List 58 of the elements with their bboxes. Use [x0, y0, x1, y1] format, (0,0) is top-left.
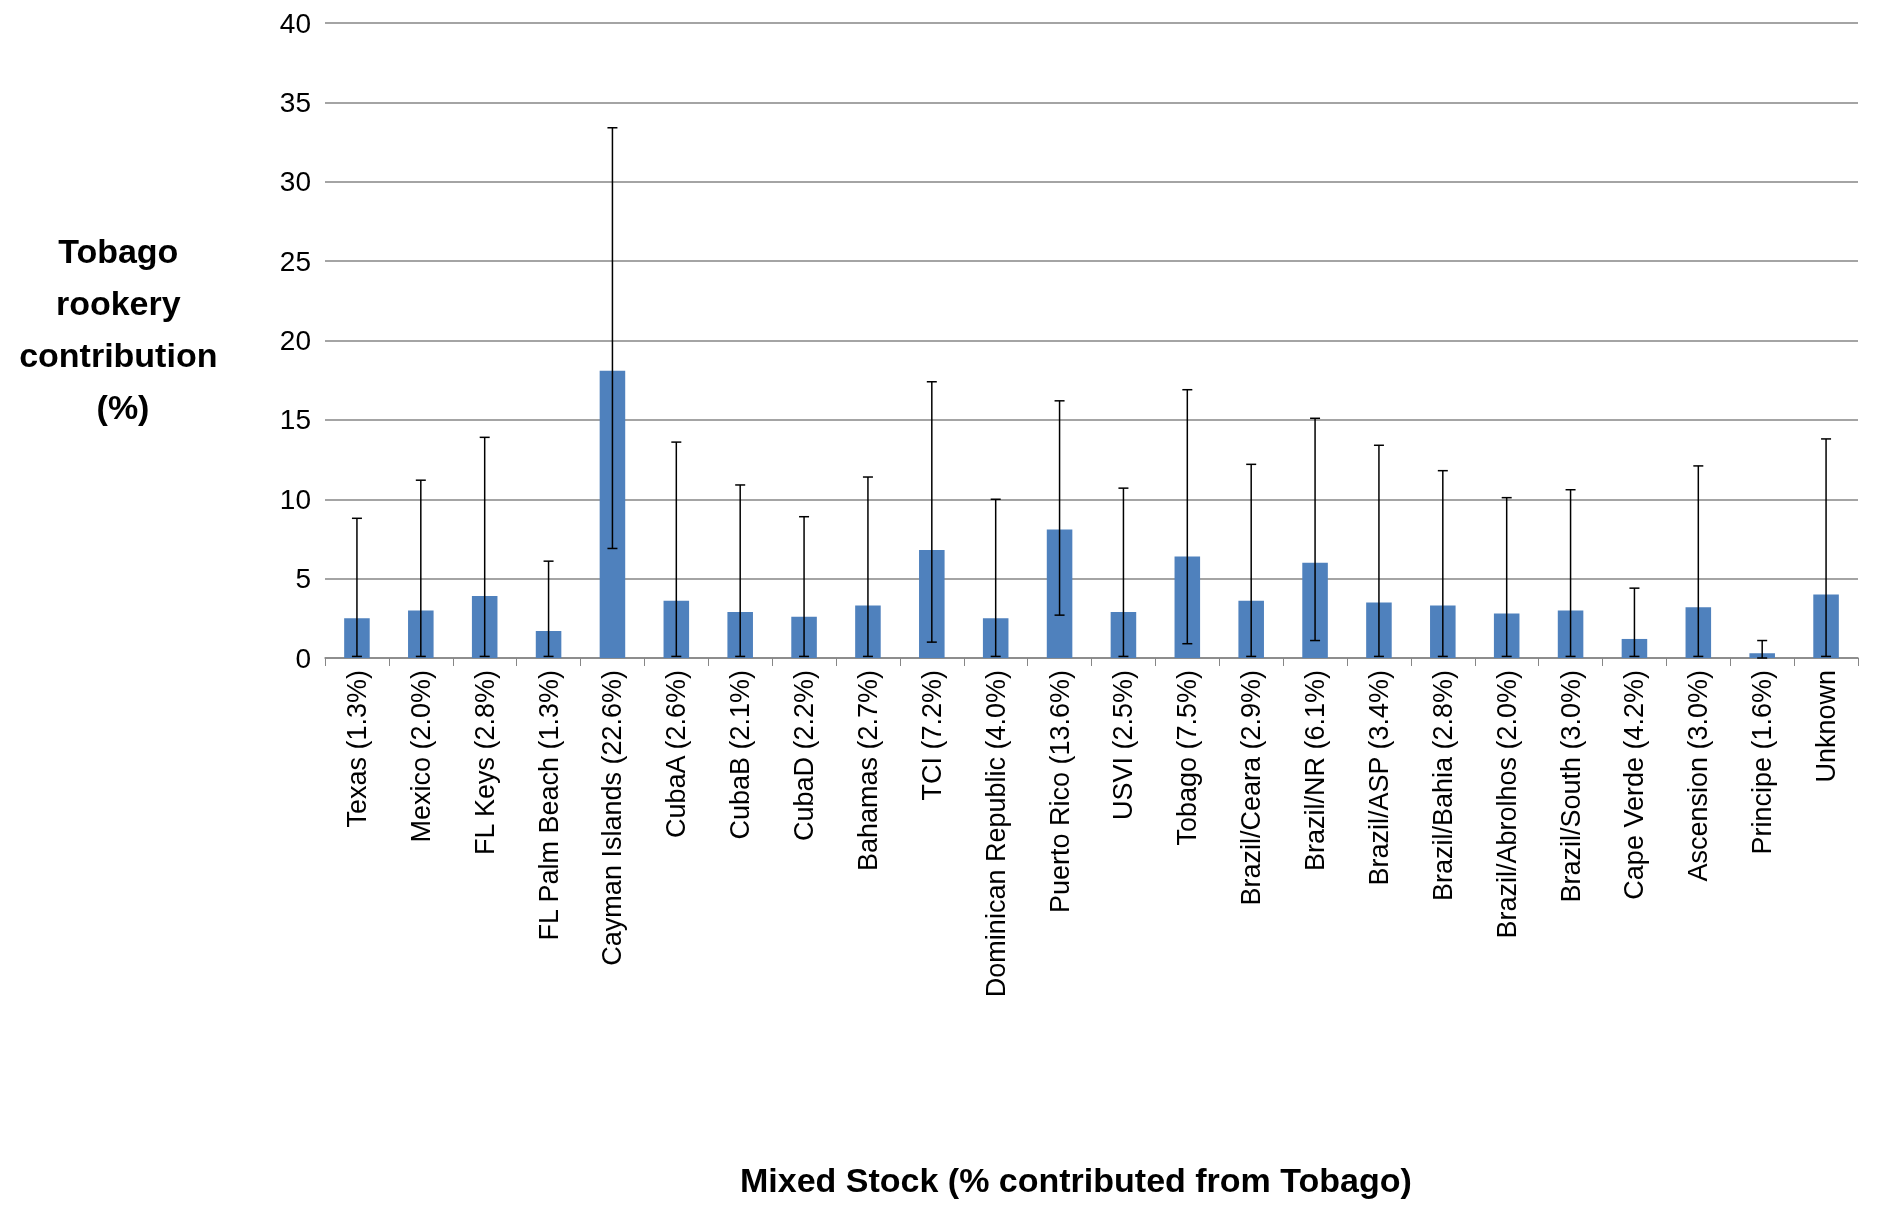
y-tick-label: 35 — [279, 86, 311, 118]
bar — [1493, 613, 1520, 658]
bar — [1174, 556, 1201, 658]
x-tick-label: Brazil/ASP (3.4%) — [1363, 670, 1394, 886]
bar — [919, 550, 945, 658]
x-tick-label: Puerto Rico (13.6%) — [1044, 670, 1075, 914]
y-tick-label: 5 — [295, 563, 311, 595]
bar — [1557, 610, 1584, 658]
bar — [535, 631, 562, 658]
bar — [1238, 600, 1264, 658]
x-tick-label: Ascension (3.0%) — [1683, 670, 1714, 882]
x-tick-label: USVI (2.5%) — [1108, 670, 1139, 821]
bar — [1366, 602, 1392, 658]
x-tick-label: FL Palm Beach (1.3%) — [533, 670, 564, 941]
y-axis-title: Tobago rookery contribution (%) — [19, 232, 227, 426]
bar — [1430, 605, 1456, 658]
bar — [471, 596, 498, 658]
y-tick-label: 40 — [279, 7, 311, 39]
x-tick-label: Principe (1.6%) — [1747, 670, 1778, 855]
x-tick-label: Brazil/NR (6.1%) — [1300, 670, 1331, 872]
x-tick-label: CubaA (2.6%) — [661, 670, 692, 839]
y-tick-label: 0 — [295, 642, 311, 674]
x-tick-label: CubaB (2.1%) — [725, 670, 756, 840]
x-tick-label: CubaD (2.2%) — [789, 670, 820, 842]
bar — [1621, 638, 1648, 658]
x-tick-label: Brazil/Abrolhos (2.0%) — [1491, 670, 1522, 939]
x-tick-label: Cape Verde (4.2%) — [1619, 670, 1650, 900]
bar — [1685, 607, 1712, 658]
x-tick-label: FL Keys (2.8%) — [469, 670, 500, 856]
x-tick-label: Texas (1.3%) — [341, 670, 372, 828]
x-tick-label: Brazil/Bahia (2.8%) — [1427, 670, 1458, 902]
bar — [1813, 594, 1839, 658]
x-tick-label: Cayman Islands (22.6%) — [597, 670, 628, 966]
bar — [855, 605, 881, 658]
x-tick-label: Brazil/Ceara (2.9%) — [1236, 670, 1267, 906]
y-tick-label: 25 — [279, 245, 311, 277]
bar — [344, 618, 370, 658]
y-tick-label: 15 — [279, 404, 311, 436]
y-tick-label: 20 — [279, 325, 311, 356]
bar — [408, 610, 434, 658]
bar — [663, 600, 690, 658]
x-tick-label: Unknown — [1811, 670, 1842, 783]
x-axis-title: Mixed Stock (% contributed from Tobago) — [740, 1161, 1412, 1199]
bar — [1302, 562, 1328, 658]
bar — [1046, 529, 1073, 658]
x-tick-label: Bahamas (2.7%) — [852, 670, 883, 872]
x-tick-label: TCI (7.2%) — [916, 670, 947, 801]
bar — [1110, 611, 1137, 658]
x-tick-label: Mexico (2.0%) — [405, 670, 436, 843]
bar — [599, 370, 626, 658]
x-tick-label: Dominican Republic (4.0%) — [980, 670, 1011, 998]
y-tick-label: 30 — [279, 166, 311, 198]
bar — [982, 618, 1009, 658]
bar — [727, 611, 753, 658]
y-tick-label: 10 — [279, 483, 311, 515]
x-tick-label: Brazil/South (3.0%) — [1555, 670, 1586, 903]
bar — [791, 616, 817, 658]
x-tick-label: Tobago (7.5%) — [1172, 670, 1203, 846]
